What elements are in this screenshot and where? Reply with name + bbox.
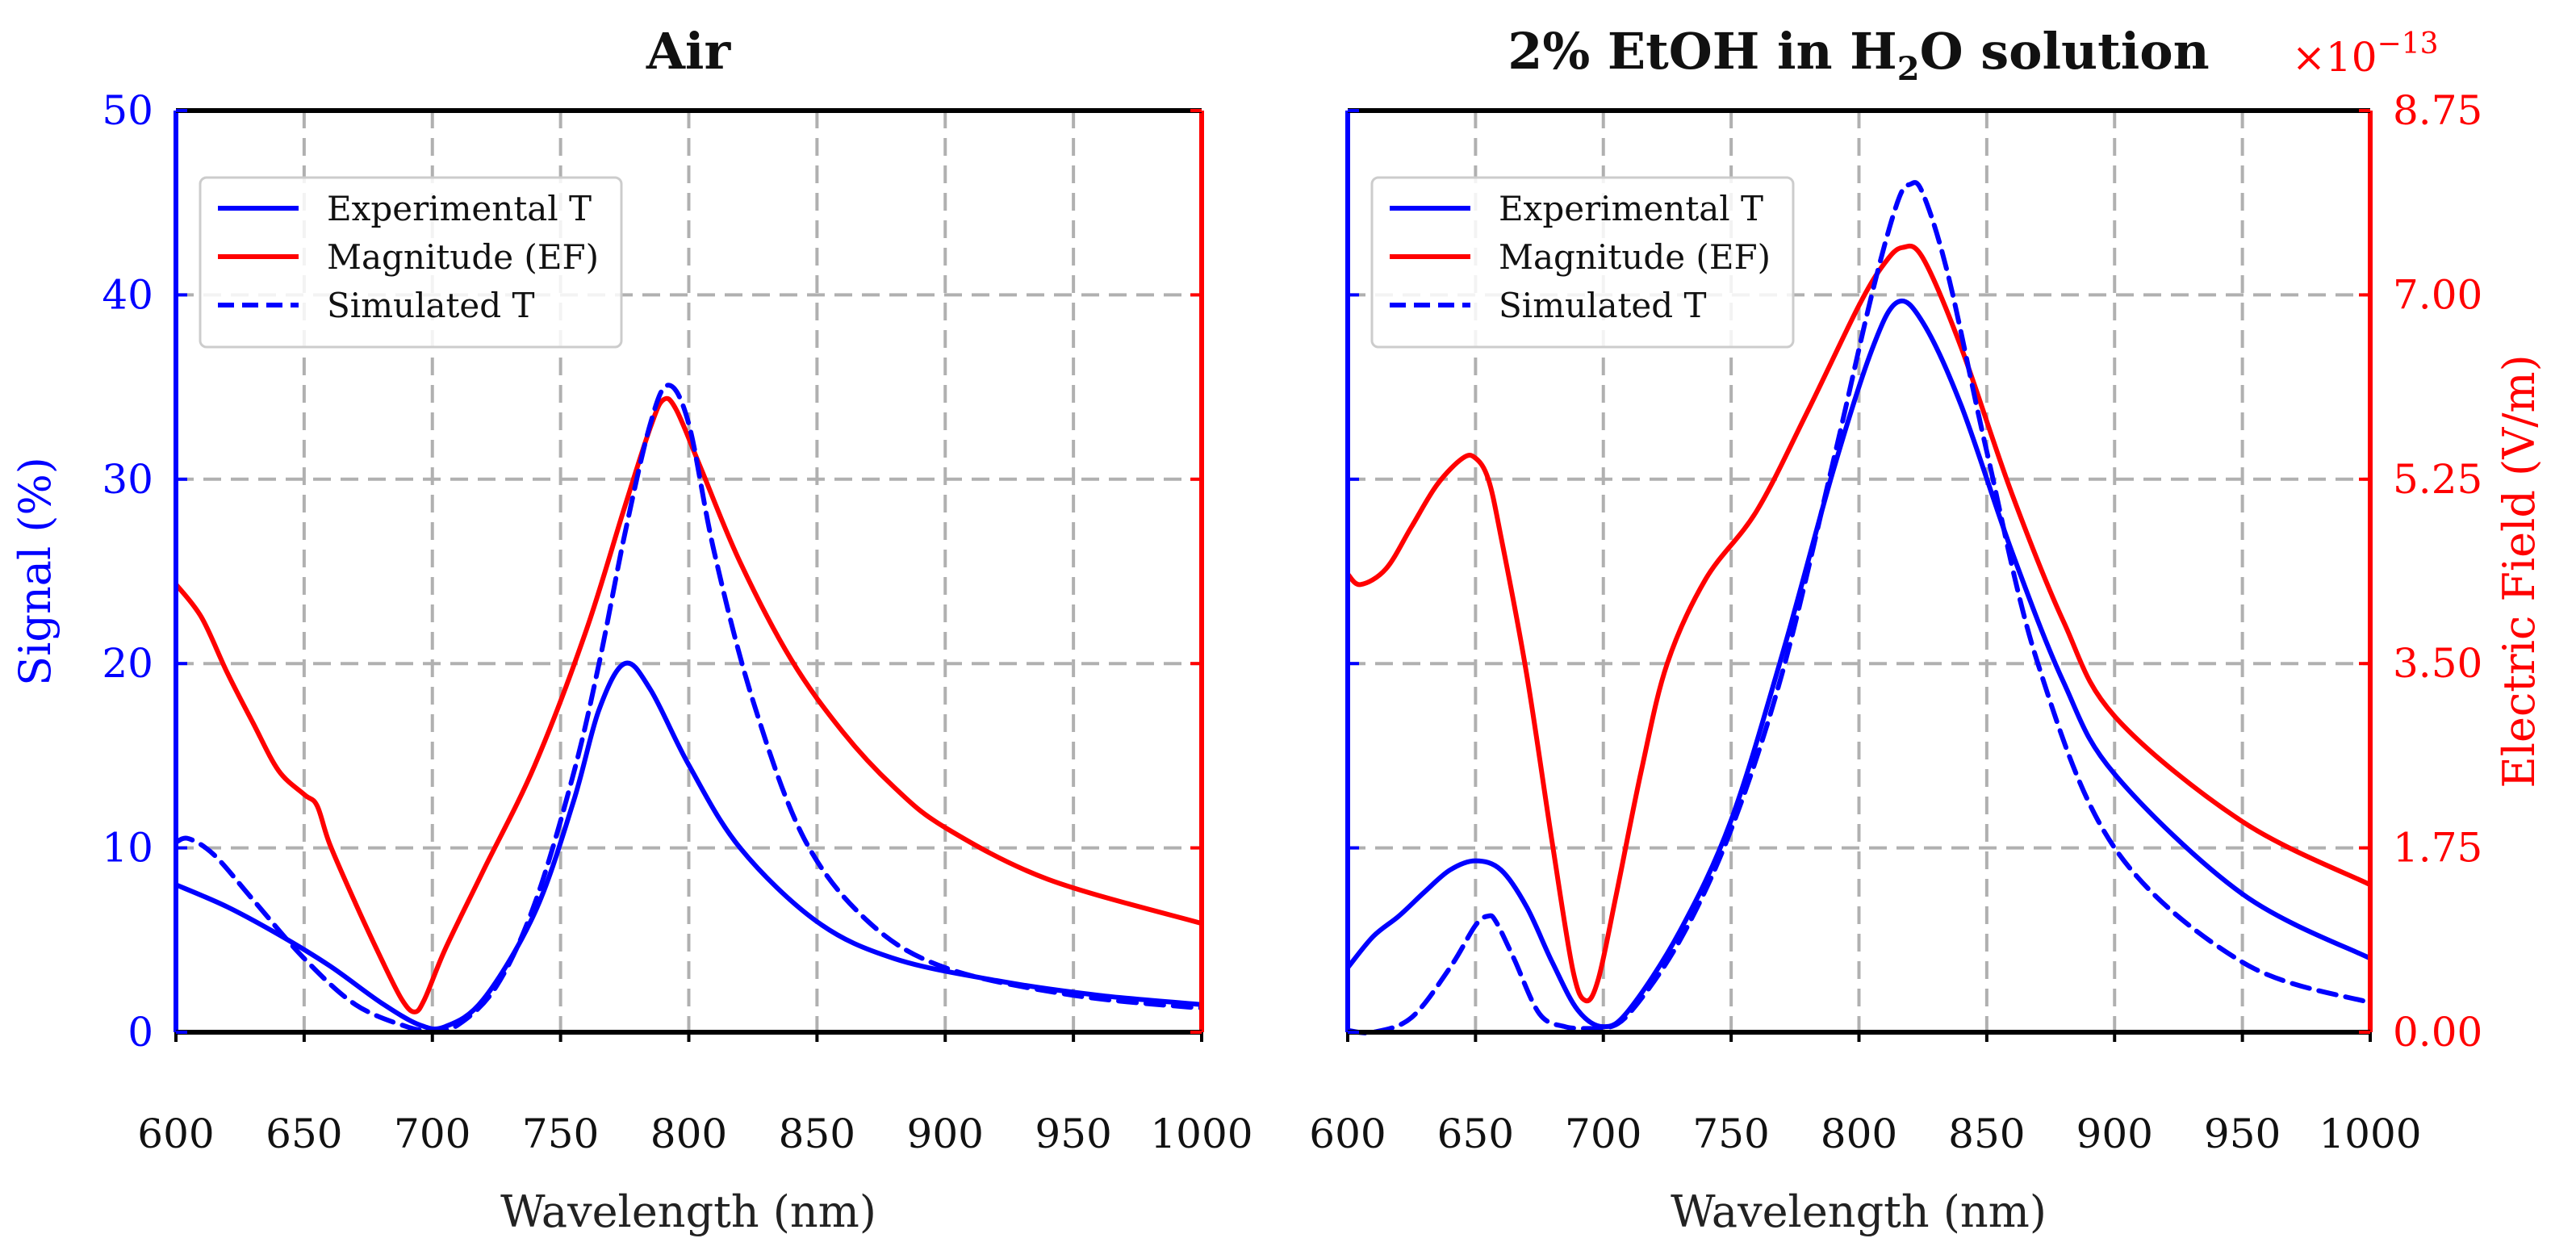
x-tick-label: 950 [2204, 1111, 2281, 1157]
y-tick-label-right: 1.75 [2393, 825, 2482, 872]
x-tick-label: 1000 [2319, 1111, 2421, 1157]
y-tick-label-right: 7.00 [2393, 271, 2482, 318]
legend-label-experimental: Experimental T [327, 189, 592, 228]
series-line-experimental-t [174, 660, 1204, 1032]
y-tick-label: 40 [102, 271, 153, 318]
panel-etoh: Experimental T Magnitude (EF) Simulated … [1309, 22, 2545, 1237]
y-axis-label-left: Signal (%) [10, 457, 61, 686]
y-tick-label-right: 5.25 [2393, 456, 2482, 503]
x-tick-label: 700 [1565, 1111, 1641, 1157]
x-tick-labels-air: 600 650 700 750 800 850 900 950 1000 [137, 1111, 1252, 1157]
multiplier-exponent: −13 [2377, 27, 2439, 61]
y-tick-label-right: 0.00 [2393, 1009, 2482, 1056]
series-lines-air [174, 383, 1204, 1033]
legend-box [1370, 176, 1795, 349]
y-tick-label-right: 8.75 [2393, 87, 2482, 134]
title-part-main: 2% EtOH in H [1508, 22, 1897, 81]
series-line-simulated-t [174, 383, 1204, 1033]
x-tick-label: 650 [1437, 1111, 1514, 1157]
legend-air: Experimental T Magnitude (EF) Simulated … [199, 176, 623, 349]
x-axis-label-etoh: Wavelength (nm) [1671, 1186, 2047, 1237]
series-line-magnitude-ef [1345, 243, 2373, 1004]
chart-title-air: Air [646, 22, 732, 81]
y-tick-label: 50 [102, 87, 153, 134]
series-line-experimental-t [1345, 299, 2373, 1030]
y-tick-label: 20 [102, 640, 153, 687]
y-tick-label: 10 [102, 825, 153, 872]
x-tick-label: 850 [779, 1111, 855, 1157]
series-lines-etoh [1345, 180, 2373, 1035]
legend-label-magnitude: Magnitude (EF) [327, 237, 599, 277]
y-tick-labels-right: 0.00 1.75 3.50 5.25 7.00 8.75 [2393, 87, 2482, 1056]
x-tick-label: 600 [137, 1111, 214, 1157]
title-subscript: 2 [1897, 50, 1920, 88]
chart-title-etoh: 2% EtOH in H2O solution [1508, 22, 2209, 88]
y-tick-label: 30 [102, 456, 153, 503]
y-axis-label-right: Electric Field (V/m) [2494, 354, 2545, 788]
panel-air: Experimental T Magnitude (EF) Simulated … [10, 22, 1253, 1237]
x-tick-label: 900 [907, 1111, 984, 1157]
x-tick-label: 750 [522, 1111, 599, 1157]
tick-marks-etoh [1346, 109, 2372, 1042]
y-tick-labels-left: 0 10 20 30 40 50 [102, 87, 153, 1056]
tick-marks-air [174, 109, 1203, 1042]
x-tick-label: 750 [1692, 1111, 1769, 1157]
legend-box [199, 176, 623, 349]
multiplier-base: ×10 [2292, 34, 2377, 81]
series-line-magnitude-ef [174, 395, 1204, 1014]
title-part-tail: O solution [1920, 22, 2210, 81]
x-tick-label: 650 [266, 1111, 342, 1157]
legend-etoh: Experimental T Magnitude (EF) Simulated … [1370, 176, 1795, 349]
legend-label-magnitude: Magnitude (EF) [1499, 237, 1771, 277]
right-axis-multiplier: ×10−13 [2292, 27, 2439, 81]
x-axis-label-air: Wavelength (nm) [500, 1186, 876, 1237]
series-line-simulated-t [1345, 180, 2373, 1035]
y-tick-label-right: 3.50 [2393, 640, 2482, 687]
x-tick-label: 800 [650, 1111, 727, 1157]
legend-label-experimental: Experimental T [1499, 189, 1763, 228]
x-tick-label: 800 [1821, 1111, 1897, 1157]
x-tick-label: 900 [2076, 1111, 2153, 1157]
x-tick-label: 600 [1309, 1111, 1386, 1157]
x-tick-label: 850 [1948, 1111, 2025, 1157]
x-tick-label: 700 [394, 1111, 470, 1157]
y-tick-label: 0 [128, 1009, 153, 1056]
x-tick-label: 1000 [1150, 1111, 1252, 1157]
x-tick-label: 950 [1035, 1111, 1111, 1157]
x-tick-labels-etoh: 600 650 700 750 800 850 900 950 1000 [1309, 1111, 2421, 1157]
legend-label-simulated: Simulated T [1499, 286, 1707, 325]
legend-label-simulated: Simulated T [327, 286, 535, 325]
